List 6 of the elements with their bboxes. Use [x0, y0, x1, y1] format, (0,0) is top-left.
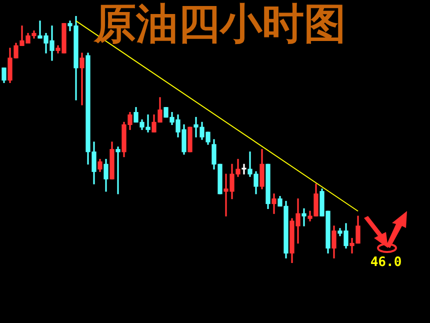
candlestick	[80, 52, 84, 106]
text: 46.0	[370, 254, 402, 270]
candlestick	[116, 146, 120, 194]
chart-title: 原油四小时图	[93, 0, 346, 48]
candlestick	[242, 164, 246, 174]
candlestick	[302, 208, 306, 226]
